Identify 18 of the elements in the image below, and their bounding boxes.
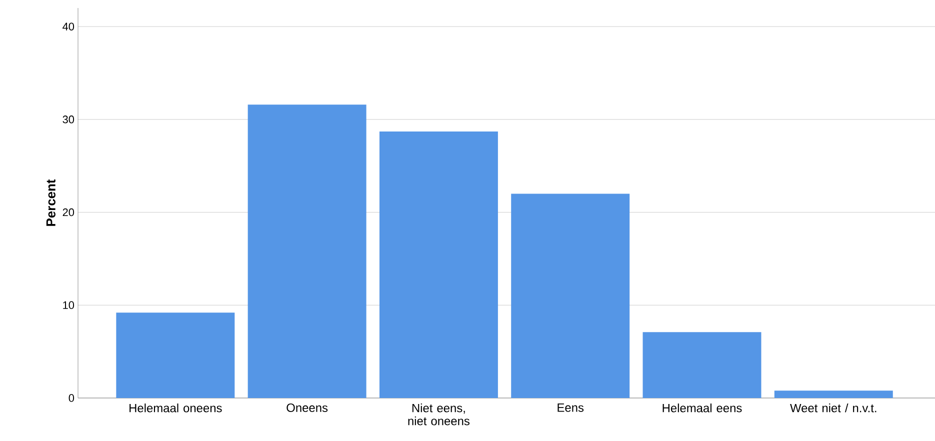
bar (248, 104, 366, 398)
x-tick-label: Niet eens, niet oneens (408, 404, 470, 426)
bar (511, 194, 630, 398)
x-tick-label: Helemaal oneens (130, 404, 222, 412)
y-axis-title: Percent (46, 179, 56, 226)
y-tick-label: 40 (62, 22, 74, 30)
x-tick-label: Weet niet / n.v.t. (790, 404, 876, 412)
y-tick-label: 20 (62, 208, 74, 216)
bar (642, 332, 762, 398)
bar (774, 390, 893, 398)
x-tick-label: Helemaal eens (662, 404, 742, 412)
y-tick-label: 30 (62, 116, 74, 124)
y-tick-label: 0 (68, 394, 74, 402)
y-tick-label: 10 (63, 301, 74, 310)
bar (379, 131, 498, 398)
x-tick-label: Eens (558, 404, 584, 412)
x-tick-label: Oneens (286, 404, 328, 412)
bar (116, 312, 235, 398)
